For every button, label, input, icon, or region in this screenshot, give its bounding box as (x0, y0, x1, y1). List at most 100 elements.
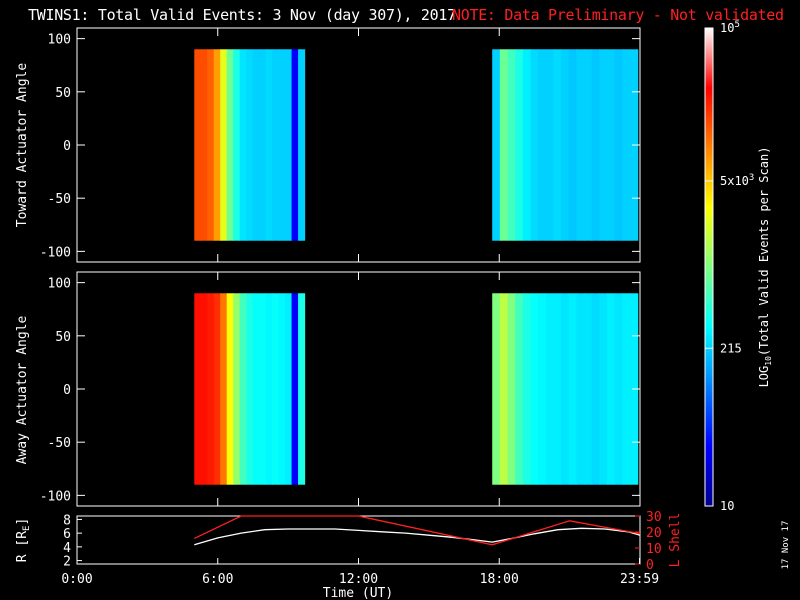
orbit-xtick-label-4: 23:59 (620, 572, 659, 587)
toward-cell-1-1 (499, 49, 509, 241)
date-stamp: 17 Nov 17 (781, 521, 791, 570)
orbit-r-line (194, 527, 641, 546)
orbit-ltick-label-0: 30 (646, 510, 662, 525)
toward-cell-1-17 (622, 49, 631, 241)
colorbar-tick-label-1: 5x103 (720, 173, 754, 188)
away-cell-0-6 (233, 293, 241, 485)
away-ytick-label-0: 100 (48, 277, 71, 292)
colorbar-label: LOG10(Total Valid Events per Scan) (757, 147, 773, 388)
away-cell-1-10 (568, 293, 578, 485)
away-cell-0-0 (194, 293, 202, 485)
orbit-xtick-label-2: 12:00 (339, 572, 378, 587)
away-cell-0-3 (213, 293, 221, 485)
away-x-ticks (76, 272, 641, 506)
away-cell-1-2 (507, 293, 516, 485)
orbit-ltick-label-3: 0 (646, 558, 654, 573)
away-cell-1-16 (614, 293, 623, 485)
toward-cell-0-10 (259, 49, 267, 241)
toward-cell-1-12 (584, 49, 593, 241)
orbit-rtick-label-0: 8 (63, 513, 71, 528)
colorbar-tick-label-3: 10 (720, 499, 734, 513)
orbit-r-label: R [RE] (15, 518, 32, 563)
title-note: NOTE: Data Preliminary - Not validated (452, 6, 784, 24)
toward-cell-0-5 (226, 49, 234, 241)
orbit-rtick-label-2: 4 (63, 541, 71, 556)
away-cell-0-7 (239, 293, 247, 485)
away-cell-1-6 (538, 293, 547, 485)
toward-panel: 100 50 0 -50 -100 Toward Actuator Angle (15, 27, 641, 263)
toward-ytick-label-3: -50 (48, 192, 71, 207)
toward-cell-0-15 (291, 49, 299, 241)
toward-cell-1-4 (522, 49, 532, 241)
toward-cell-0-3 (213, 49, 221, 241)
toward-cell-0-12 (272, 49, 280, 241)
away-cell-1-4 (522, 293, 532, 485)
toward-cell-0-13 (278, 49, 286, 241)
toward-cell-1-7 (545, 49, 555, 241)
away-cell-0-12 (272, 293, 280, 485)
colorbar: 105 5x103 215 10 LOG10(Total Valid Events p… (704, 20, 773, 513)
away-cell-0-2 (207, 293, 215, 485)
away-cell-1-11 (576, 293, 585, 485)
toward-cell-1-0 (492, 49, 501, 241)
away-heatmap (194, 293, 639, 485)
toward-ytick-label-0: 100 (48, 33, 71, 48)
orbit-ltick-label-2: 10 (646, 542, 662, 557)
orbit-lshell-line (194, 515, 641, 546)
away-cell-0-1 (200, 293, 208, 485)
away-ytick-label-3: -50 (48, 436, 71, 451)
away-cell-0-10 (259, 293, 267, 485)
away-cell-0-5 (226, 293, 234, 485)
toward-y-label: Toward Actuator Angle (15, 63, 30, 228)
away-cell-1-9 (561, 293, 570, 485)
away-ytick-label-4: -100 (40, 489, 71, 504)
toward-cell-0-6 (233, 49, 241, 241)
away-cell-1-15 (607, 293, 616, 485)
toward-cell-1-8 (553, 49, 562, 241)
away-cell-0-4 (220, 293, 228, 485)
orbit-ltick-label-1: 20 (646, 526, 662, 541)
colorbar-tick-label-0: 105 (720, 20, 740, 35)
orbit-series (194, 515, 641, 546)
toward-cell-0-9 (252, 49, 260, 241)
orbit-x-axis: 0:00 6:00 12:00 18:00 23:59 (61, 558, 659, 587)
toward-cell-0-11 (265, 49, 273, 241)
colorbar-gradient (705, 28, 713, 506)
toward-cell-0-7 (239, 49, 247, 241)
orbit-xtick-label-1: 6:00 (202, 572, 233, 587)
toward-cell-1-2 (507, 49, 516, 241)
toward-cell-0-4 (220, 49, 228, 241)
orbit-lshell-label: L Shell (668, 513, 683, 568)
away-panel: 100 50 0 -50 -100 Away Actuator Angle (15, 271, 641, 507)
toward-cell-1-3 (515, 49, 524, 241)
away-cell-0-14 (285, 293, 293, 485)
away-cell-1-13 (591, 293, 600, 485)
orbit-xtick-label-3: 18:00 (480, 572, 519, 587)
orbit-frame (76, 515, 641, 565)
toward-cell-0-0 (194, 49, 202, 241)
toward-cell-1-10 (568, 49, 578, 241)
away-cell-1-14 (599, 293, 608, 485)
figure-title: TWINS1: Total Valid Events: 3 Nov (day 3… (0, 6, 800, 26)
toward-cell-0-16 (298, 49, 306, 241)
toward-cell-1-11 (576, 49, 585, 241)
colorbar-tick-label-2: 215 (720, 341, 742, 355)
toward-cell-0-1 (200, 49, 208, 241)
away-cell-1-8 (553, 293, 562, 485)
away-cell-0-9 (252, 293, 260, 485)
toward-cell-0-2 (207, 49, 215, 241)
x-axis-label: Time (UT) (323, 586, 393, 600)
away-cell-1-1 (499, 293, 509, 485)
toward-cell-0-8 (246, 49, 254, 241)
toward-y-axis: 100 50 0 -50 -100 (40, 33, 640, 260)
toward-cell-0-14 (285, 49, 293, 241)
away-cell-1-0 (492, 293, 501, 485)
away-cell-0-16 (298, 293, 306, 485)
toward-cell-1-5 (530, 49, 539, 241)
toward-ytick-label-1: 50 (55, 86, 71, 101)
away-cell-1-7 (545, 293, 555, 485)
toward-ytick-label-2: 0 (63, 139, 71, 154)
away-cell-1-3 (515, 293, 524, 485)
